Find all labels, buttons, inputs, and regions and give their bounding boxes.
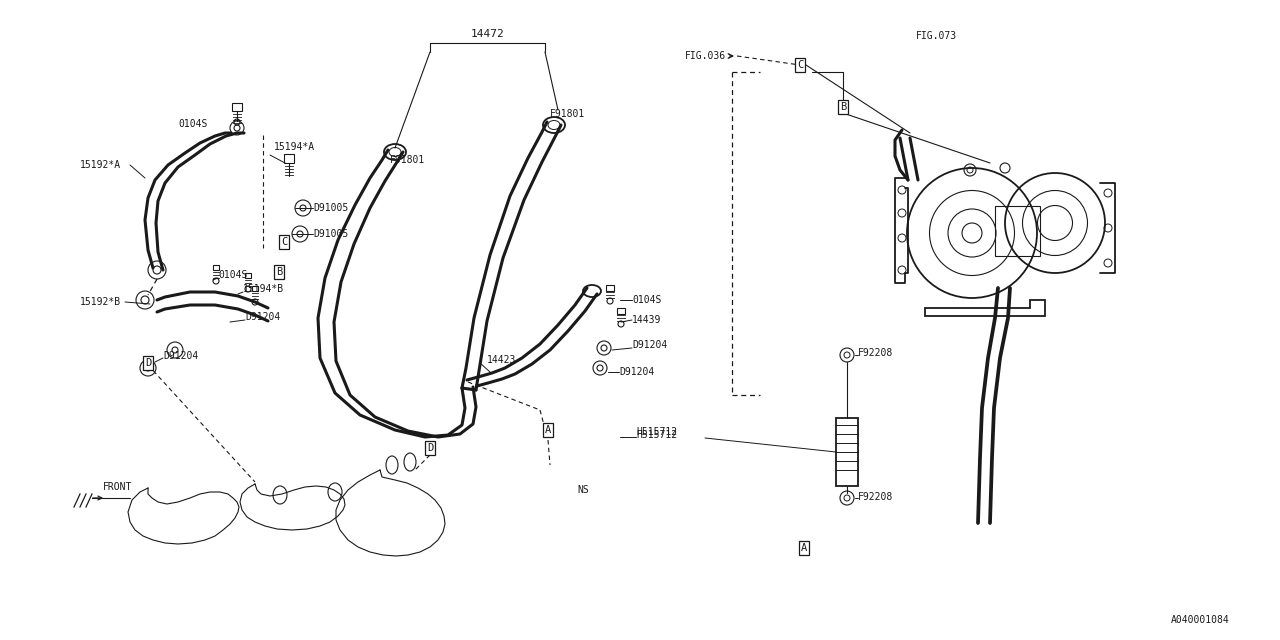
Text: H515712: H515712	[636, 430, 677, 440]
Bar	[995, 206, 1039, 256]
Text: FIG.036: FIG.036	[685, 51, 726, 61]
Text: NS: NS	[577, 485, 589, 495]
Text: D: D	[145, 358, 151, 368]
Text: 15192*A: 15192*A	[79, 160, 122, 170]
Text: 0104S: 0104S	[178, 119, 207, 129]
Text: 0104S: 0104S	[632, 295, 662, 305]
Bar	[605, 285, 614, 291]
Text: FIG.073: FIG.073	[916, 31, 957, 41]
Text: F91801: F91801	[390, 155, 425, 165]
Text: B: B	[840, 102, 846, 112]
Text: 15194*A: 15194*A	[274, 142, 315, 152]
Text: FRONT: FRONT	[102, 482, 132, 492]
Text: 0104S: 0104S	[218, 270, 247, 280]
Text: 14472: 14472	[471, 29, 504, 39]
Text: A040001084: A040001084	[1171, 615, 1230, 625]
Text: D91204: D91204	[632, 340, 667, 350]
Text: F92208: F92208	[858, 492, 893, 502]
Text: F92208: F92208	[858, 348, 893, 358]
Text: D91005: D91005	[314, 229, 348, 239]
Text: B: B	[276, 267, 282, 277]
Text: H515712: H515712	[636, 427, 677, 437]
Text: 14439: 14439	[632, 315, 662, 325]
Bar	[244, 273, 251, 278]
Text: F91801: F91801	[550, 109, 585, 119]
Text: 14423: 14423	[486, 355, 516, 365]
Bar	[836, 418, 858, 486]
Bar	[252, 286, 259, 291]
Bar	[284, 154, 294, 163]
Bar	[232, 103, 242, 111]
Text: 15194*B: 15194*B	[243, 284, 284, 294]
Text: D91005: D91005	[314, 203, 348, 213]
Text: D91204: D91204	[620, 367, 654, 377]
Bar	[617, 308, 625, 314]
Bar	[212, 265, 219, 270]
Text: A: A	[545, 425, 552, 435]
Text: 15192*B: 15192*B	[79, 297, 122, 307]
Text: D91204: D91204	[244, 312, 280, 322]
Text: D91204: D91204	[163, 351, 198, 361]
Text: C: C	[280, 237, 287, 247]
Text: C: C	[797, 60, 803, 70]
Text: A: A	[801, 543, 808, 553]
Text: D: D	[426, 443, 433, 453]
